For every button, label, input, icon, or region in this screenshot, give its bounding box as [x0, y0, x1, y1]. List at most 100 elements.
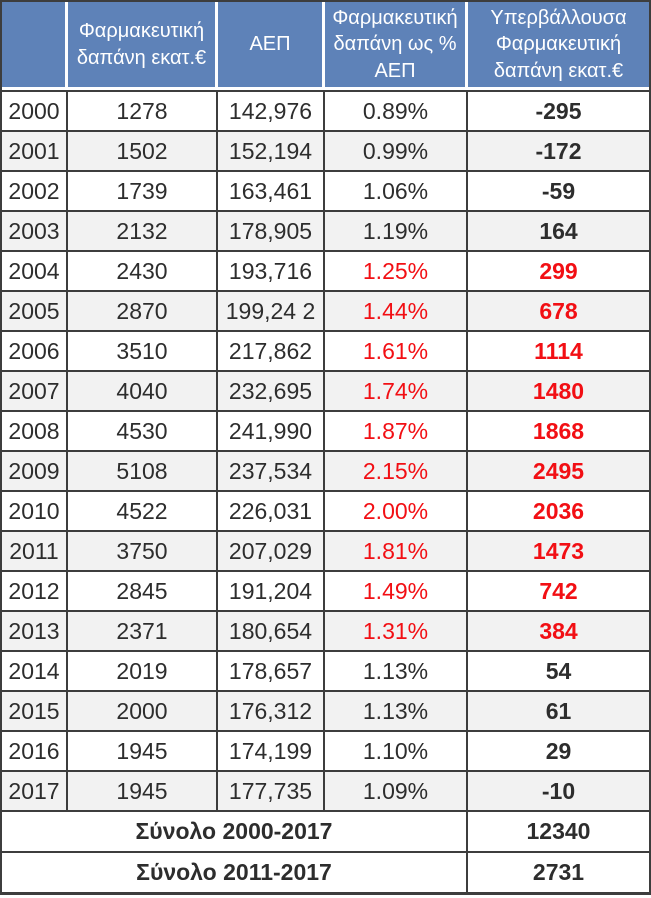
table-row: 2010 4522 226,031 2.00% 2036 — [2, 490, 649, 530]
pharma-expenditure-cell: 2132 — [68, 210, 218, 250]
year-cell: 2001 — [2, 130, 68, 170]
pharma-expenditure-cell: 4040 — [68, 370, 218, 410]
pharma-expenditure-cell: 1278 — [68, 90, 218, 130]
pct-of-gdp-cell: 1.10% — [325, 730, 468, 770]
gdp-cell: 191,204 — [218, 570, 325, 610]
pharma-expenditure-cell: 1945 — [68, 730, 218, 770]
total-value: 2731 — [468, 851, 649, 892]
gdp-cell: 178,905 — [218, 210, 325, 250]
pharma-expenditure-cell: 3510 — [68, 330, 218, 370]
gdp-cell: 180,654 — [218, 610, 325, 650]
excess-expenditure-cell: 2036 — [468, 490, 649, 530]
table-row: 2017 1945 177,735 1.09% -10 — [2, 770, 649, 810]
table-row: 2012 2845 191,204 1.49% 742 — [2, 570, 649, 610]
header-pharma-expenditure: Φαρμακευτική δαπάνη εκατ.€ — [68, 2, 218, 90]
header-year — [2, 2, 68, 90]
pharma-expenditure-cell: 4530 — [68, 410, 218, 450]
pharma-expenditure-cell: 2870 — [68, 290, 218, 330]
gdp-cell: 177,735 — [218, 770, 325, 810]
excess-expenditure-cell: -295 — [468, 90, 649, 130]
table-row: 2016 1945 174,199 1.10% 29 — [2, 730, 649, 770]
pct-of-gdp-cell: 2.15% — [325, 450, 468, 490]
table-row: 2005 2870 199,24 2 1.44% 678 — [2, 290, 649, 330]
total-row-2000-2017: Σύνολο 2000-2017 12340 — [2, 810, 649, 851]
gdp-cell: 237,534 — [218, 450, 325, 490]
gdp-cell: 199,24 2 — [218, 290, 325, 330]
pct-of-gdp-cell: 1.06% — [325, 170, 468, 210]
table-header: Φαρμακευτική δαπάνη εκατ.€ ΑΕΠ Φαρμακευτ… — [2, 2, 649, 90]
table-row: 2008 4530 241,990 1.87% 1868 — [2, 410, 649, 450]
excess-expenditure-cell: 384 — [468, 610, 649, 650]
excess-expenditure-cell: 164 — [468, 210, 649, 250]
pharma-expenditure-cell: 5108 — [68, 450, 218, 490]
year-cell: 2007 — [2, 370, 68, 410]
excess-expenditure-cell: -59 — [468, 170, 649, 210]
year-cell: 2014 — [2, 650, 68, 690]
header-excess-expenditure: Υπερβάλλουσα Φαρμακευτική δαπάνη εκατ.€ — [468, 2, 649, 90]
excess-expenditure-cell: 1480 — [468, 370, 649, 410]
year-cell: 2002 — [2, 170, 68, 210]
gdp-cell: 193,716 — [218, 250, 325, 290]
gdp-cell: 241,990 — [218, 410, 325, 450]
gdp-cell: 174,199 — [218, 730, 325, 770]
total-label: Σύνολο 2000-2017 — [2, 810, 468, 851]
year-cell: 2017 — [2, 770, 68, 810]
pct-of-gdp-cell: 1.31% — [325, 610, 468, 650]
pct-of-gdp-cell: 1.13% — [325, 650, 468, 690]
year-cell: 2005 — [2, 290, 68, 330]
year-cell: 2011 — [2, 530, 68, 570]
excess-expenditure-cell: 742 — [468, 570, 649, 610]
year-cell: 2003 — [2, 210, 68, 250]
table-row: 2002 1739 163,461 1.06% -59 — [2, 170, 649, 210]
pct-of-gdp-cell: 1.19% — [325, 210, 468, 250]
excess-expenditure-cell: 299 — [468, 250, 649, 290]
year-cell: 2016 — [2, 730, 68, 770]
header-row: Φαρμακευτική δαπάνη εκατ.€ ΑΕΠ Φαρμακευτ… — [2, 2, 649, 90]
excess-expenditure-cell: 2495 — [468, 450, 649, 490]
excess-expenditure-cell: 1868 — [468, 410, 649, 450]
year-cell: 2012 — [2, 570, 68, 610]
excess-expenditure-cell: 61 — [468, 690, 649, 730]
gdp-cell: 207,029 — [218, 530, 325, 570]
table-row: 2001 1502 152,194 0.99% -172 — [2, 130, 649, 170]
header-gdp: ΑΕΠ — [218, 2, 325, 90]
excess-expenditure-cell: 1114 — [468, 330, 649, 370]
table-row: 2006 3510 217,862 1.61% 1114 — [2, 330, 649, 370]
header-pct-of-gdp: Φαρμακευτική δαπάνη ως % ΑΕΠ — [325, 2, 468, 90]
excess-expenditure-cell: 678 — [468, 290, 649, 330]
excess-expenditure-cell: 29 — [468, 730, 649, 770]
pct-of-gdp-cell: 1.87% — [325, 410, 468, 450]
pharma-expenditure-cell: 4522 — [68, 490, 218, 530]
table-totals: Σύνολο 2000-2017 12340 Σύνολο 2011-2017 … — [2, 810, 649, 892]
year-cell: 2004 — [2, 250, 68, 290]
pct-of-gdp-cell: 1.49% — [325, 570, 468, 610]
year-cell: 2015 — [2, 690, 68, 730]
pharma-expenditure-cell: 2430 — [68, 250, 218, 290]
table-row: 2011 3750 207,029 1.81% 1473 — [2, 530, 649, 570]
gdp-cell: 142,976 — [218, 90, 325, 130]
year-cell: 2009 — [2, 450, 68, 490]
table-row: 2003 2132 178,905 1.19% 164 — [2, 210, 649, 250]
gdp-cell: 163,461 — [218, 170, 325, 210]
excess-expenditure-cell: -10 — [468, 770, 649, 810]
table-row: 2007 4040 232,695 1.74% 1480 — [2, 370, 649, 410]
pharma-expenditure-cell: 3750 — [68, 530, 218, 570]
total-row-2011-2017: Σύνολο 2011-2017 2731 — [2, 851, 649, 892]
pct-of-gdp-cell: 1.61% — [325, 330, 468, 370]
table-row: 2015 2000 176,312 1.13% 61 — [2, 690, 649, 730]
table-row: 2000 1278 142,976 0.89% -295 — [2, 90, 649, 130]
table-body: 2000 1278 142,976 0.89% -295 2001 1502 152,194 0… — [2, 90, 649, 810]
pct-of-gdp-cell: 1.25% — [325, 250, 468, 290]
excess-expenditure-cell: 54 — [468, 650, 649, 690]
gdp-cell: 232,695 — [218, 370, 325, 410]
table-row: 2004 2430 193,716 1.25% 299 — [2, 250, 649, 290]
year-cell: 2006 — [2, 330, 68, 370]
pct-of-gdp-cell: 2.00% — [325, 490, 468, 530]
pct-of-gdp-cell: 1.81% — [325, 530, 468, 570]
pct-of-gdp-cell: 1.13% — [325, 690, 468, 730]
gdp-cell: 217,862 — [218, 330, 325, 370]
pharma-expenditure-cell: 2000 — [68, 690, 218, 730]
pharma-expenditure-cell: 1945 — [68, 770, 218, 810]
